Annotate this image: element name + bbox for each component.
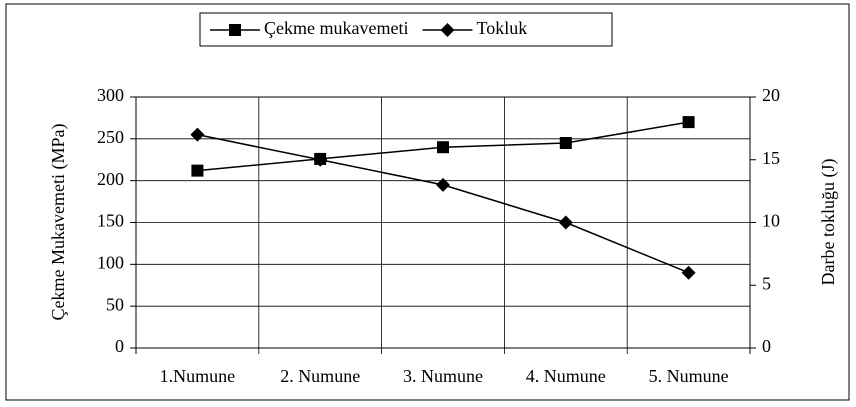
- y2-tick-label: 20: [762, 85, 780, 105]
- y-axis-label: Çekme Mukavemeti (MPa): [48, 124, 69, 321]
- y-tick-label: 200: [97, 169, 124, 189]
- marker: [313, 152, 328, 167]
- x-tick-label: 4. Numune: [526, 366, 606, 386]
- y2-tick-label: 15: [762, 148, 780, 168]
- y2-axis-label: Darbe tokluğu (J): [818, 159, 839, 286]
- y-tick-label: 300: [97, 85, 124, 105]
- legend-label: Tokluk: [476, 18, 527, 38]
- marker: [681, 265, 696, 280]
- legend-label: Çekme mukavemeti: [264, 18, 408, 38]
- marker: [190, 127, 205, 142]
- y-tick-label: 250: [97, 127, 124, 147]
- y2-tick-label: 0: [762, 336, 771, 356]
- marker: [436, 177, 450, 192]
- legend-box: [199, 12, 613, 47]
- marker: [559, 137, 572, 150]
- y2-tick-label: 10: [762, 211, 780, 231]
- y2-tick-label: 5: [762, 273, 771, 293]
- x-tick-label: 1.Numune: [160, 366, 236, 386]
- x-tick-label: 2. Numune: [280, 366, 360, 386]
- x-tick-label: 3. Numune: [403, 366, 483, 386]
- marker: [437, 141, 449, 154]
- y-tick-label: 150: [97, 211, 124, 231]
- marker: [682, 116, 695, 129]
- marker: [191, 164, 204, 177]
- marker: [440, 23, 455, 37]
- marker: [229, 24, 241, 36]
- y-tick-label: 0: [115, 336, 124, 356]
- y-tick-label: 100: [97, 252, 124, 272]
- y-tick-label: 50: [106, 294, 124, 314]
- x-tick-label: 5. Numune: [649, 366, 729, 386]
- marker: [558, 215, 573, 230]
